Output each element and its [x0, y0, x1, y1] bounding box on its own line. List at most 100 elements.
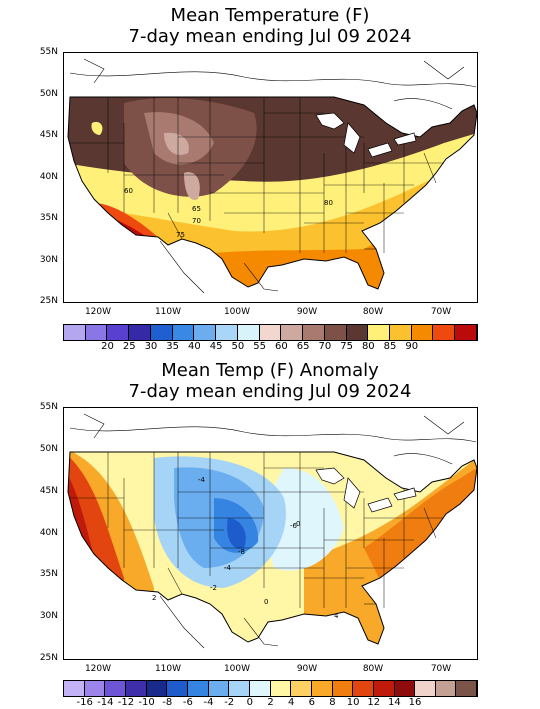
lon-tick-label: 100W — [223, 664, 251, 674]
bottom-map-subtitle: 7-day mean ending Jul 09 2024 — [128, 381, 412, 402]
contour-label: 4 — [334, 612, 339, 620]
colorbar-tick-label: 4 — [287, 697, 295, 708]
colorbar-swatch — [64, 325, 86, 340]
contour-label: -6 — [290, 522, 298, 530]
colorbar-tick-label: 55 — [253, 341, 266, 352]
anomaly-fill — [68, 452, 477, 644]
lon-tick-label: 110W — [154, 307, 182, 317]
colorbar-swatch — [249, 681, 271, 696]
lat-tick-label: 55N — [39, 402, 58, 412]
coastline — [243, 262, 279, 292]
coastline — [83, 413, 105, 439]
colorbar-tick-label: -4 — [203, 697, 214, 708]
lat-tick-label: 35N — [39, 569, 58, 580]
colorbar-swatch — [84, 681, 106, 696]
lat-tick-label: 50N — [39, 88, 58, 99]
contour-label: -4 — [198, 476, 206, 484]
colorbar-swatch — [415, 681, 436, 696]
contour-label: 0 — [264, 598, 268, 606]
colorbar-tick-label: -10 — [138, 697, 155, 708]
colorbar-swatch — [107, 325, 130, 340]
lat-tick-label: 35N — [39, 213, 58, 223]
bottom-map-title: Mean Temp (F) Anomaly — [161, 360, 379, 381]
colorbar-tick-label: 80 — [361, 341, 375, 352]
colorbar-tick-label: 6 — [308, 697, 315, 708]
contour-label: 75 — [176, 231, 185, 239]
lake — [367, 142, 393, 158]
lon-tick-label: 90W — [296, 664, 318, 674]
lat-tick-label: 40N — [39, 171, 58, 182]
lat-tick-label: 55N — [39, 47, 58, 57]
country-border — [67, 96, 477, 290]
colorbar-tick-label: -14 — [97, 697, 114, 708]
colorbar-tick-label: 35 — [166, 341, 180, 352]
lake — [393, 487, 417, 501]
bottom-colorbar — [63, 680, 478, 697]
coastline — [159, 240, 205, 294]
colorbar-tick-label: 40 — [188, 341, 201, 352]
lon-tick-label: 120W — [84, 664, 112, 674]
top-map-title: Mean Temperature (F) — [170, 5, 370, 26]
colorbar-swatch — [129, 325, 151, 340]
contour-label: -4 — [224, 564, 232, 572]
lat-tick-label: 50N — [39, 443, 58, 454]
temperature-fill — [68, 97, 477, 289]
band-55-60 — [164, 132, 189, 155]
coastline — [159, 595, 205, 649]
central-0-neg2 — [267, 468, 344, 571]
colorbar-tick-label: 20 — [101, 341, 114, 352]
colorbar-tick-label: 45 — [209, 341, 223, 352]
coastline — [423, 415, 465, 435]
colorbar-tick-label: -12 — [117, 697, 135, 708]
lake — [343, 122, 361, 154]
colorbar-swatch — [64, 681, 85, 696]
colorbar-tick-label: 0 — [246, 697, 254, 708]
colorbar-tick-label: 16 — [408, 697, 422, 708]
colorbar-tick-label: 12 — [367, 697, 381, 708]
coastline — [69, 426, 477, 443]
coastline — [423, 60, 465, 80]
lat-tick-label: 45N — [39, 130, 58, 140]
lat-tick-label: 40N — [39, 527, 58, 538]
lon-tick-label: 70W — [430, 664, 452, 674]
colorbar-swatch — [85, 325, 108, 340]
colorbar-swatch — [368, 325, 391, 340]
lon-tick-label: 100W — [223, 307, 251, 317]
lon-tick-label: 110W — [154, 664, 182, 674]
colorbar-tick-label: 60 — [274, 341, 288, 352]
colorbar-swatch — [433, 325, 456, 340]
colorbar-swatch — [237, 325, 260, 340]
colorbar-swatch — [194, 325, 217, 340]
colorbar-tick-label: 25 — [122, 341, 136, 352]
colorbar-swatch — [394, 681, 416, 696]
colorbar-swatch — [303, 325, 325, 340]
lake — [343, 477, 361, 509]
lat-tick-label: 25N — [39, 653, 58, 663]
lon-tick-label: 70W — [430, 307, 452, 317]
colorbar-swatch — [229, 681, 250, 696]
colorbar-swatch — [390, 325, 412, 340]
colorbar-swatch — [281, 325, 304, 340]
colorbar-tick-label: 14 — [388, 697, 401, 708]
colorbar-tick-label: 10 — [346, 697, 360, 708]
colorbar-swatch — [208, 681, 230, 696]
colorbar-swatch — [125, 681, 147, 696]
coastline — [83, 58, 105, 84]
contour-label: -8 — [238, 548, 245, 556]
colorbar-swatch — [150, 325, 173, 340]
colorbar-swatch — [411, 325, 434, 340]
colorbar-tick-label: 75 — [340, 341, 353, 352]
colorbar-swatch — [259, 325, 282, 340]
lon-tick-label: 80W — [362, 664, 384, 674]
colorbar-swatch — [324, 325, 347, 340]
state-border — [167, 567, 183, 595]
band-55-60-b — [184, 172, 200, 200]
lake — [367, 497, 393, 513]
colorbar-swatch — [311, 681, 333, 696]
contour-label: 80 — [324, 199, 333, 207]
lon-tick-label: 80W — [362, 307, 384, 317]
lake — [315, 112, 345, 130]
bottom-anomaly-map: -4 -6 -8 -4 -2 0 0 2 4 — [63, 407, 478, 660]
colorbar-tick-label: -16 — [76, 697, 93, 708]
country-border — [67, 451, 477, 645]
